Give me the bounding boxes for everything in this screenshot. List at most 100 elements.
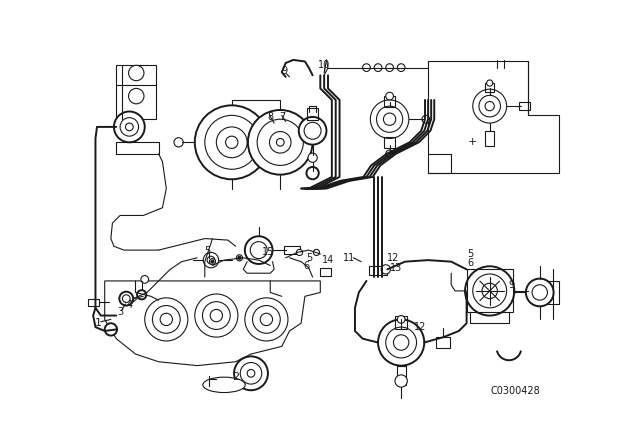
Bar [369,266,387,275]
Circle shape [473,274,507,308]
Circle shape [248,110,312,175]
Bar [527,286,541,296]
Bar [436,337,450,348]
Bar [397,366,406,385]
Bar [395,315,407,329]
Circle shape [211,260,214,263]
Circle shape [397,64,405,72]
Text: 10: 10 [318,60,330,70]
Circle shape [120,118,139,136]
Circle shape [376,106,403,132]
Circle shape [205,116,259,169]
Circle shape [195,294,238,337]
Text: +: + [467,137,477,147]
Bar [519,102,530,110]
Circle shape [383,113,396,125]
Circle shape [119,292,133,306]
Circle shape [465,266,515,315]
Text: 14: 14 [322,255,334,265]
Circle shape [308,153,317,162]
Circle shape [397,315,405,323]
Circle shape [276,138,284,146]
Circle shape [234,356,268,390]
Text: 1: 1 [95,318,102,328]
Circle shape [386,92,394,100]
Circle shape [386,64,394,72]
Bar [307,108,318,120]
Circle shape [145,298,188,341]
Circle shape [526,279,554,306]
Text: 2: 2 [232,372,239,382]
Ellipse shape [203,377,245,392]
Circle shape [152,306,180,333]
Circle shape [250,241,267,258]
Circle shape [314,250,319,255]
Circle shape [304,122,321,139]
Bar [116,65,156,119]
Bar [88,299,99,306]
Circle shape [225,136,238,148]
Text: 12: 12 [414,322,427,332]
Circle shape [479,95,500,117]
Circle shape [247,370,255,377]
Text: 8: 8 [267,112,273,122]
Text: 9: 9 [282,66,288,76]
Circle shape [129,65,144,81]
Text: 7: 7 [280,112,285,122]
Circle shape [485,102,494,111]
Circle shape [141,276,148,283]
Circle shape [209,258,216,265]
Circle shape [307,167,319,179]
Circle shape [395,375,407,387]
Circle shape [236,255,243,261]
Bar [467,269,513,313]
Circle shape [299,117,326,145]
Circle shape [204,252,219,268]
Circle shape [296,250,303,255]
Circle shape [245,236,273,264]
Text: 11: 11 [344,253,356,263]
Text: C0300428: C0300428 [490,386,540,396]
Text: 4: 4 [126,300,132,310]
Circle shape [216,127,247,158]
Circle shape [129,88,144,104]
Circle shape [125,123,133,131]
Text: 5: 5 [204,246,210,256]
Text: 13: 13 [390,263,402,273]
Circle shape [253,306,280,333]
Text: 9: 9 [508,280,515,290]
Circle shape [532,285,547,300]
Bar [384,137,395,148]
Circle shape [105,323,117,336]
Circle shape [195,105,269,179]
Circle shape [422,115,429,123]
Circle shape [482,283,497,299]
Circle shape [245,298,288,341]
Bar [485,131,494,146]
Circle shape [137,290,147,299]
Circle shape [363,64,371,72]
Circle shape [174,138,183,147]
Circle shape [386,327,417,358]
Circle shape [210,310,223,322]
Circle shape [202,302,230,329]
Circle shape [160,313,172,326]
Text: 3: 3 [117,307,123,317]
Bar [384,96,395,107]
Circle shape [386,150,394,158]
Circle shape [473,89,507,123]
Text: 6: 6 [467,258,474,268]
Circle shape [114,112,145,142]
Circle shape [257,119,303,165]
Circle shape [238,256,241,259]
Bar [485,83,494,92]
Bar [284,246,300,254]
Text: 5: 5 [467,249,474,259]
Text: 6: 6 [303,261,310,271]
Circle shape [374,64,382,72]
Circle shape [371,100,409,138]
Circle shape [207,256,215,264]
Bar [320,268,331,276]
Circle shape [260,313,273,326]
Circle shape [240,362,262,384]
